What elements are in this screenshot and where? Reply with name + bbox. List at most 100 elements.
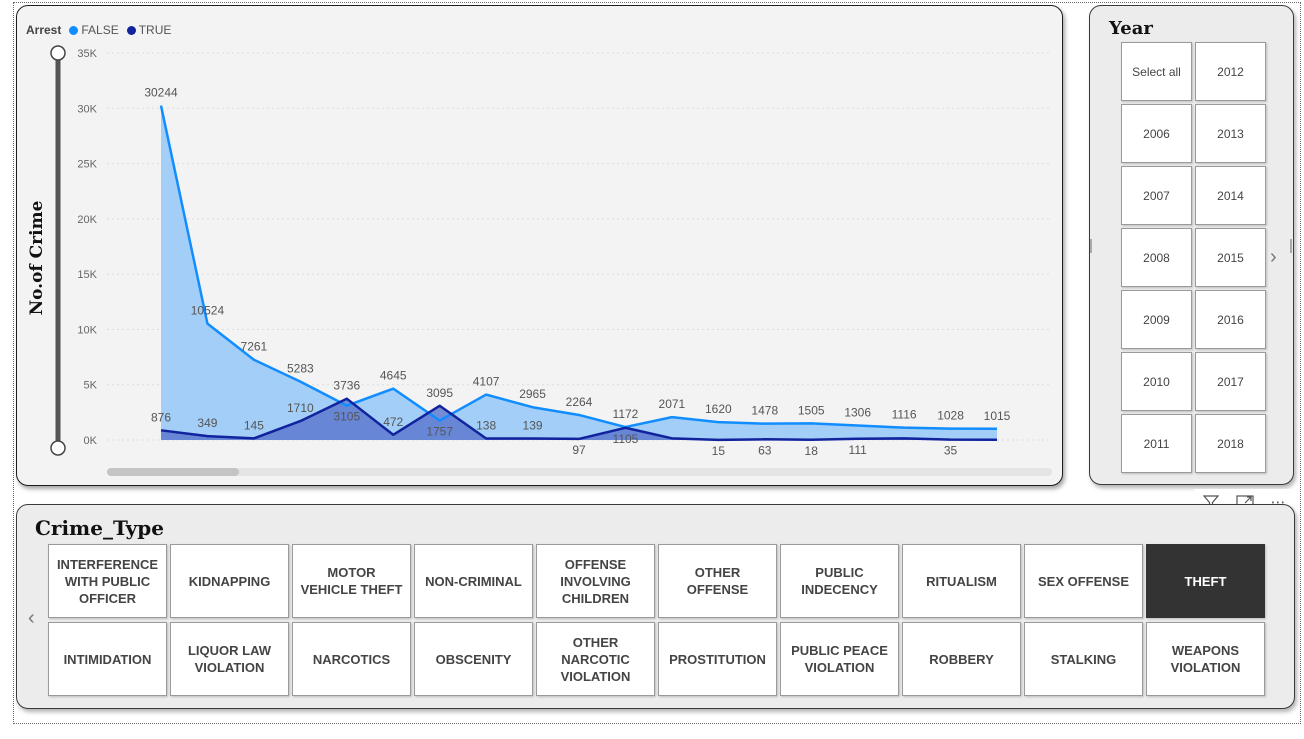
- data-label-true: 349: [197, 416, 217, 430]
- year-option[interactable]: 2014: [1195, 166, 1266, 225]
- year-option[interactable]: 2010: [1121, 352, 1192, 411]
- year-option[interactable]: 2017: [1195, 352, 1266, 411]
- crime-type-option[interactable]: LIQUOR LAW VIOLATION: [170, 622, 289, 696]
- data-label-false: 1505: [798, 403, 825, 417]
- crime-type-option[interactable]: PUBLIC PEACE VIOLATION: [780, 622, 899, 696]
- data-label-true: 3736: [333, 379, 360, 393]
- crime-type-option[interactable]: MOTOR VEHICLE THEFT: [292, 544, 411, 618]
- series-line-false: [159, 105, 998, 431]
- y-range-handle-bottom: [50, 440, 66, 456]
- data-label-true: 145: [244, 418, 264, 432]
- year-option[interactable]: 2006: [1121, 104, 1192, 163]
- y-range-handle-top: [50, 45, 66, 61]
- year-options: Select all 2012 2006 2013 2007 2014 2008 2015 20…: [1121, 42, 1266, 473]
- year-option[interactable]: 2013: [1195, 104, 1266, 163]
- legend-dot-false: [69, 25, 79, 35]
- crime-type-option[interactable]: INTERFERENCE WITH PUBLIC OFFICER: [48, 544, 167, 618]
- data-label-true: 18: [805, 444, 819, 458]
- crime-type-option[interactable]: OTHER OFFENSE: [658, 544, 777, 618]
- year-option[interactable]: 2007: [1121, 166, 1192, 225]
- data-label-false: 4645: [380, 369, 407, 383]
- year-slicer-title: Year: [1109, 18, 1153, 39]
- year-option[interactable]: 2011: [1121, 414, 1192, 473]
- year-option[interactable]: 2012: [1195, 42, 1266, 101]
- crime-type-option[interactable]: THEFT: [1146, 544, 1265, 618]
- data-label-true: 1105: [613, 432, 639, 446]
- legend-item-true[interactable]: TRUE: [126, 23, 172, 37]
- y-tick-label: 20K: [77, 214, 97, 226]
- data-label-true: 111: [849, 443, 868, 457]
- chart-legend: Arrest FALSE TRUE: [26, 23, 175, 37]
- data-label-true: 139: [523, 418, 543, 432]
- data-label-true: 876: [151, 410, 171, 424]
- data-label-true: 63: [758, 443, 772, 457]
- chevron-right-icon[interactable]: ›: [1270, 246, 1277, 268]
- crime-type-option[interactable]: RITUALISM: [902, 544, 1021, 618]
- crime-type-option[interactable]: WEAPONS VIOLATION: [1146, 622, 1265, 696]
- crime-type-option[interactable]: INTIMIDATION: [48, 622, 167, 696]
- series-area-false: [161, 105, 997, 440]
- data-label-true: 138: [476, 418, 496, 432]
- year-resize-handle-right: [1290, 239, 1292, 253]
- year-option[interactable]: 2018: [1195, 414, 1266, 473]
- data-label-false: 4107: [473, 375, 500, 389]
- crime-type-option[interactable]: NON-CRIMINAL: [414, 544, 533, 618]
- crime-type-option[interactable]: OFFENSE INVOLVING CHILDREN: [536, 544, 655, 618]
- data-label-true: 472: [383, 415, 403, 429]
- y-tick-label: 30K: [77, 103, 97, 115]
- crime-type-option[interactable]: NARCOTICS: [292, 622, 411, 696]
- crime-type-option[interactable]: KIDNAPPING: [170, 544, 289, 618]
- data-label-false: 7261: [241, 340, 268, 354]
- year-option[interactable]: 2009: [1121, 290, 1192, 349]
- crime-type-option[interactable]: SEX OFFENSE: [1024, 544, 1143, 618]
- data-label-false: 5283: [287, 362, 314, 376]
- data-label-false: 1620: [705, 402, 732, 416]
- legend-title: Arrest: [26, 23, 62, 37]
- data-label-false: 2965: [519, 387, 546, 401]
- y-tick-label: 35K: [77, 48, 97, 60]
- y-tick-label: 0K: [84, 435, 98, 447]
- year-option[interactable]: 2008: [1121, 228, 1192, 287]
- legend-dot-true: [126, 25, 136, 35]
- crime-type-option[interactable]: PROSTITUTION: [658, 622, 777, 696]
- data-label-false: 1306: [844, 406, 871, 420]
- crime-type-option[interactable]: OBSCENITY: [414, 622, 533, 696]
- scrollbar-thumb[interactable]: [107, 468, 239, 476]
- data-label-false: 2264: [566, 395, 593, 409]
- crime-slicer-title: Crime_Type: [35, 516, 164, 540]
- legend-label-true: TRUE: [138, 23, 172, 37]
- crime-type-option[interactable]: STALKING: [1024, 622, 1143, 696]
- legend-label-false: FALSE: [81, 23, 119, 37]
- chevron-left-icon[interactable]: ‹: [28, 607, 35, 629]
- year-option[interactable]: 2015: [1195, 228, 1266, 287]
- y-tick-label: 10K: [77, 324, 97, 336]
- crime-type-option[interactable]: OTHER NARCOTIC VIOLATION: [536, 622, 655, 696]
- data-label-false: 3105: [333, 410, 360, 424]
- data-label-false: 1172: [613, 407, 639, 421]
- data-label-true: 1710: [287, 401, 314, 415]
- data-label-false: 1116: [892, 408, 917, 422]
- crime-type-option[interactable]: PUBLIC INDECENCY: [780, 544, 899, 618]
- y-tick-label: 5K: [84, 380, 98, 392]
- data-label-true: 3095: [426, 386, 453, 400]
- legend-item-false[interactable]: FALSE: [69, 23, 119, 37]
- crime-type-slicer: Crime_Type ‹ INTERFERENCE WITH PUBLIC OF…: [16, 504, 1295, 709]
- y-axis-title: No.of Crime: [27, 200, 47, 316]
- year-option[interactable]: Select all: [1121, 42, 1192, 101]
- data-label-false: 1757: [426, 425, 453, 439]
- data-label-true: 15: [712, 444, 726, 458]
- crime-area-chart[interactable]: 0K 5K 10K 15K 20K 25K 30K 35K 30244 10524 7261 5283…: [16, 5, 1063, 486]
- data-label-true: 97: [572, 443, 586, 457]
- year-resize-handle-left: [1090, 239, 1092, 253]
- series-line-true: [160, 397, 998, 442]
- crime-type-options: INTERFERENCE WITH PUBLIC OFFICER KIDNAPPI…: [48, 544, 1265, 696]
- data-label-false: 1015: [984, 409, 1011, 423]
- data-label-false: 2071: [659, 397, 686, 411]
- year-slicer: Year Select all 2012 2006 2013 2007 2014 2008 2…: [1089, 5, 1294, 485]
- crime-type-option[interactable]: ROBBERY: [902, 622, 1021, 696]
- chart-plot: 0K 5K 10K 15K 20K 25K 30K 35K 30244 10524 7261 5283…: [50, 45, 1052, 458]
- year-option[interactable]: 2016: [1195, 290, 1266, 349]
- data-label-true: 35: [944, 444, 958, 458]
- data-label-false: 10524: [191, 304, 225, 318]
- horizontal-scrollbar[interactable]: [107, 468, 1052, 476]
